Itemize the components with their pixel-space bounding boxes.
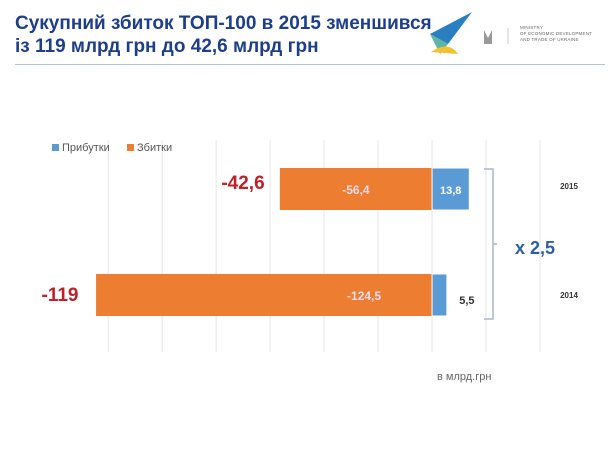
ministry-line: MINISTRY [520, 25, 544, 30]
brace [484, 168, 497, 320]
data-label-profit: 13,8 [440, 185, 461, 197]
bar-profit [431, 273, 448, 317]
legend-swatch-loss [127, 144, 134, 151]
net-label: -42,6 [221, 173, 264, 194]
title-line-2: із 119 млрд грн до 42,6 млрд грн [15, 36, 319, 57]
header-divider [15, 64, 605, 65]
bar-loss [279, 168, 433, 210]
legend-label: Прибутки [62, 142, 110, 154]
category-label: 2014 [560, 291, 578, 300]
ministry-line: AND TRADE OF UKRAINE [520, 37, 579, 42]
category-label: 2015 [560, 182, 578, 191]
data-label-loss: -124,5 [347, 289, 381, 303]
multiplier-annotation: x 2,5 [515, 238, 555, 258]
bar-profit [431, 167, 470, 211]
page-title: Сукупний збиток ТОП-100 в 2015 зменшився… [15, 12, 432, 58]
data-label-profit: 5,5 [459, 295, 474, 307]
title-line-1: Сукупний збиток ТОП-100 в 2015 зменшився [15, 13, 432, 34]
net-label: -119 [42, 285, 79, 306]
data-label-loss: -56,4 [342, 183, 370, 197]
legend-label: Збитки [137, 142, 172, 154]
ministry-label: MINISTRY OF ECONOMIC DEVELOPMENT AND TRA… [520, 25, 592, 43]
unit-label: в млрд.грн [437, 371, 491, 383]
ministry-line: OF ECONOMIC DEVELOPMENT [520, 31, 593, 36]
bar-loss [96, 274, 433, 316]
legend-swatch-profit [52, 144, 59, 151]
